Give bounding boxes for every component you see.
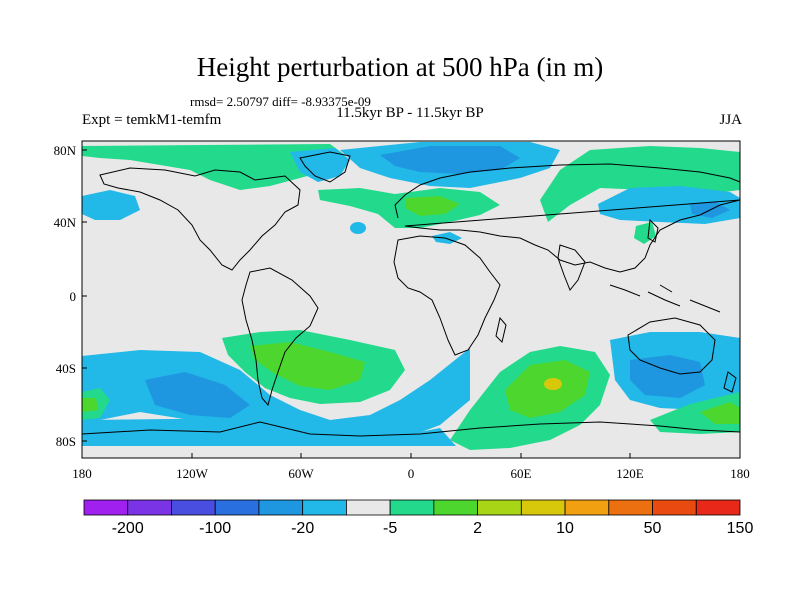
x-tick-label: 0: [408, 466, 415, 481]
colorbar-swatch: [214, 499, 260, 516]
colorbar-swatch: [608, 499, 653, 516]
y-axis: [82, 149, 87, 442]
colorbar-swatch: [652, 499, 697, 516]
colorbar-swatch: [433, 499, 478, 516]
contour-north-pacific-blue: [82, 190, 140, 220]
x-tick-label: 180: [72, 466, 92, 481]
colorbar-label: -20: [291, 520, 314, 537]
chart-title: Height perturbation at 500 hPa (in m): [196, 52, 604, 82]
colorbar-swatch: [171, 499, 216, 516]
x-tick-label: 60E: [511, 466, 532, 481]
colorbar-label: 50: [644, 520, 662, 537]
contour-europe-green-core: [405, 196, 460, 216]
coast-south-america: [241, 267, 319, 407]
colorbar-label: -100: [199, 520, 231, 537]
colorbar-label: -200: [112, 520, 144, 537]
colorbar-swatch: [389, 499, 435, 516]
colorbar-swatch: [564, 499, 610, 516]
contour-south-indian-green-core: [505, 360, 590, 418]
period-label: 11.5kyr BP - 11.5kyr BP: [336, 105, 484, 121]
colorbar-labels: -200 -100 -20 -5 2 10 50 150: [112, 520, 754, 537]
colorbar-swatch: [477, 499, 522, 516]
contour-australia-darkblue: [630, 355, 705, 398]
contour-atlantic-blue-spot: [350, 222, 366, 234]
colorbar: [83, 499, 741, 516]
contour-tasman-green-core: [700, 402, 740, 424]
coast-north-america: [99, 167, 301, 271]
y-tick-label: 80N: [54, 143, 77, 158]
colorbar-swatch: [302, 499, 347, 516]
x-axis: [81, 453, 741, 458]
coastlines: [81, 151, 741, 437]
contour-antarctic-blue: [82, 418, 456, 446]
coast-greenland: [299, 151, 351, 183]
contour-fills: [82, 142, 740, 450]
contour-north-america-green: [82, 144, 345, 190]
coast-europe-asia: [394, 163, 741, 273]
x-tick-label: 60W: [288, 466, 314, 481]
colorbar-label: -5: [383, 520, 397, 537]
experiment-label: Expt = temkM1-temfm: [82, 112, 222, 128]
colorbar-label: 2: [473, 520, 482, 537]
contour-south-pacific-blue: [82, 348, 470, 445]
y-tick-label: 80S: [56, 434, 76, 449]
colorbar-label: 150: [727, 520, 754, 537]
contour-japan-green: [634, 222, 656, 244]
coast-madagascar: [495, 316, 507, 343]
coast-new-zealand: [723, 371, 737, 393]
colorbar-swatch: [127, 499, 172, 516]
x-tick-label: 180: [730, 466, 750, 481]
contour-central-asia-green: [540, 146, 740, 222]
rmsd-diff-stats: rmsd= 2.50797 diff= -8.93375e-09: [190, 94, 371, 109]
contour-south-america-green-core: [250, 342, 365, 390]
y-tick-label: 0: [70, 289, 77, 304]
x-tick-label: 120W: [176, 466, 209, 481]
colorbar-swatch: [520, 499, 566, 516]
map-panel: [81, 140, 741, 459]
y-tick-label: 40S: [56, 361, 76, 376]
contour-south-pacific-darkblue: [145, 372, 250, 418]
colorbar-swatch: [258, 499, 304, 516]
coast-japan: [647, 218, 659, 243]
contour-eurasia-darkblue: [380, 146, 520, 174]
coast-southeast-asia-islands: [609, 284, 721, 313]
season-label: JJA: [719, 112, 742, 128]
coast-africa: [393, 235, 501, 356]
contour-southwest-green-core: [82, 398, 98, 412]
colorbar-swatch: [83, 499, 129, 516]
y-tick-label: 40N: [54, 215, 77, 230]
colorbar-swatch: [695, 499, 741, 516]
coast-india: [557, 244, 586, 291]
coast-australia: [627, 317, 716, 375]
x-tick-label: 120E: [616, 466, 644, 481]
coast-antarctica: [81, 421, 741, 437]
colorbar-label: 10: [556, 520, 574, 537]
colorbar-swatch: [345, 499, 391, 516]
contour-south-indian-yellow: [544, 378, 562, 390]
